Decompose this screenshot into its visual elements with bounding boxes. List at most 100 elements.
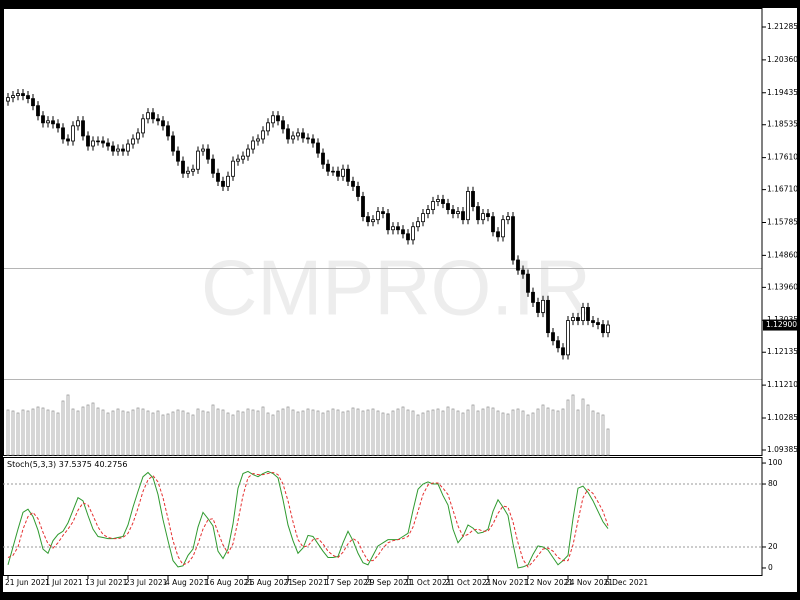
x-tick-label: 2 Nov 2021 [485, 578, 528, 587]
candle-body [541, 299, 545, 313]
candle-body [426, 209, 430, 215]
last-price-box [763, 319, 797, 331]
volume-bar [591, 410, 595, 456]
candle-body [396, 226, 400, 231]
volume-bar [531, 412, 535, 456]
candle-body [96, 140, 100, 143]
candle-body [121, 148, 125, 152]
candle-body [81, 120, 85, 137]
volume-bar [436, 408, 440, 456]
volume-bar [41, 407, 45, 456]
candle-body [31, 98, 35, 107]
candle-body [371, 219, 375, 223]
y-tick-label: 80 [768, 479, 778, 488]
stoch-panel-frame [3, 457, 763, 576]
volume-bar [556, 410, 560, 456]
candle-body [331, 170, 335, 173]
volume-bar [446, 406, 450, 456]
volume-bar [186, 412, 190, 456]
candle-body [421, 213, 425, 223]
candle-body [156, 118, 160, 122]
candle-body [506, 216, 510, 221]
volume-bar [356, 408, 360, 456]
volume-bar [136, 407, 140, 456]
candle-body [446, 203, 450, 210]
candle-body [531, 291, 535, 303]
candle-body [171, 135, 175, 152]
volume-bar [126, 411, 130, 456]
y-tick-label: 1.11210 [767, 380, 798, 389]
volume-bar [181, 410, 185, 456]
volume-bar [151, 412, 155, 456]
candle-body [236, 158, 240, 162]
volume-bar [511, 409, 515, 456]
x-tick-label: 23 Jul 2021 [125, 578, 168, 587]
candle-body [576, 317, 580, 321]
volume-bar [176, 409, 180, 456]
y-tick-label: 0 [768, 563, 773, 572]
volume-bar [76, 410, 80, 456]
volume-bar [401, 406, 405, 456]
candle-body [601, 324, 605, 334]
stoch-name: Stoch(5,3,3) [7, 460, 56, 469]
volume-bar [416, 414, 420, 456]
candle-body [226, 175, 230, 187]
candle-body [116, 148, 120, 152]
volume-bar [346, 410, 350, 456]
y-tick-label: 1.16710 [767, 185, 798, 194]
candle-body [291, 135, 295, 140]
volume-bar [596, 412, 600, 456]
volume-bar [491, 407, 495, 456]
candle-body [326, 163, 330, 172]
volume-bar [246, 408, 250, 456]
volume-bar [601, 414, 605, 456]
volume-bar [361, 410, 365, 456]
volume-bar [386, 413, 390, 456]
x-tick-label: 17 Sep 2021 [325, 578, 373, 587]
volume-bar [481, 408, 485, 456]
candle-body [241, 155, 245, 160]
candle-body [316, 142, 320, 154]
candle-body [21, 93, 25, 96]
candle-body [476, 206, 480, 221]
volume-bar [351, 407, 355, 456]
candle-body [286, 128, 290, 140]
volume-bar [571, 394, 575, 456]
volume-bar [296, 411, 300, 456]
candle-body [101, 140, 105, 144]
candle-body [486, 213, 490, 218]
candle-body [221, 180, 225, 187]
y-tick-label: 100 [768, 458, 783, 467]
volume-bar [381, 412, 385, 456]
volume-bar [301, 410, 305, 456]
candle-body [586, 307, 590, 321]
candle-body [281, 120, 285, 130]
candle-body [161, 120, 165, 127]
y-tick-label: 1.19435 [767, 88, 798, 97]
volume-bar [86, 404, 90, 456]
volume-bar [66, 394, 70, 456]
volume-bar [146, 410, 150, 456]
volume-bar [311, 409, 315, 456]
volume-bar [321, 412, 325, 456]
volume-bar [91, 402, 95, 456]
candle-body [36, 105, 40, 117]
x-tick-label: 13 Jul 2021 [85, 578, 128, 587]
stoch-k-value: 37.5375 [59, 460, 92, 469]
candle-body [26, 95, 30, 100]
candle-body [41, 115, 45, 124]
volume-bar [566, 399, 570, 456]
candle-body [346, 168, 350, 182]
x-tick-label: 7 Sep 2021 [285, 578, 328, 587]
volume-bar [96, 407, 100, 456]
volume-bar [236, 410, 240, 456]
volume-bar [431, 409, 435, 456]
volume-bar [111, 410, 115, 456]
candle-body [181, 160, 185, 174]
candle-body [441, 199, 445, 204]
volume-bar [216, 408, 220, 456]
volume-bar [71, 408, 75, 456]
candle-body [166, 125, 170, 137]
volume-bar [506, 413, 510, 456]
